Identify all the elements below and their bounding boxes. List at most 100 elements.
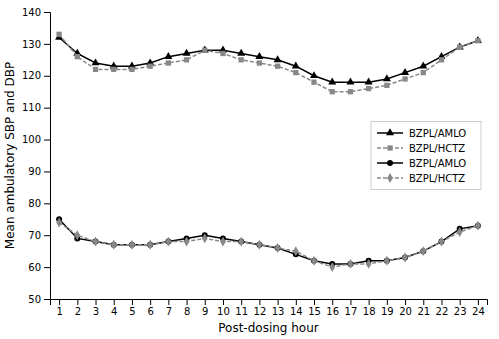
tick-mark — [187, 299, 188, 305]
tick-mark — [441, 299, 442, 305]
point — [346, 78, 354, 85]
tick-label: 11 — [235, 306, 248, 317]
tick: 7 — [166, 299, 172, 317]
tick: 3 — [93, 299, 99, 317]
tick-label: 21 — [417, 306, 430, 317]
tick-mark — [44, 267, 50, 268]
point — [111, 240, 117, 250]
point — [311, 80, 316, 85]
legend-symbol — [387, 145, 392, 150]
tick-mark — [44, 108, 50, 109]
legend: BZPL/AMLO BZPL/HCTZ BZPL/AMLO BZPL/HCTZ — [371, 122, 481, 190]
tick-mark — [296, 299, 297, 305]
point — [457, 227, 463, 237]
point — [328, 78, 336, 85]
tick-mark — [44, 203, 50, 204]
tick: 5 — [129, 299, 135, 317]
tick-label: 8 — [184, 306, 190, 317]
tick-label: 90 — [28, 166, 41, 177]
legend-item: BZPL/HCTZ — [377, 143, 465, 154]
point — [164, 52, 172, 59]
tick-mark — [44, 171, 50, 172]
legend-symbol — [387, 173, 393, 183]
point — [475, 38, 480, 43]
marks — [55, 32, 482, 272]
series-line — [59, 34, 478, 91]
tick-mark — [44, 299, 50, 300]
point — [439, 237, 445, 247]
tick: 12 — [254, 299, 267, 317]
point — [439, 57, 444, 62]
x-axis-title: Post-dosing hour — [218, 321, 319, 335]
axis-line — [44, 13, 51, 300]
point — [419, 62, 427, 69]
point — [274, 55, 282, 62]
point — [93, 237, 99, 247]
legend-label: BZPL/HCTZ — [409, 173, 465, 184]
point — [184, 237, 190, 247]
tick-label: 100 — [22, 134, 41, 145]
point — [329, 262, 335, 272]
tick-mark — [77, 299, 78, 305]
tick-label: 10 — [217, 306, 230, 317]
legend-label: BZPL/AMLO — [409, 128, 466, 139]
tick-label: 16 — [326, 306, 339, 317]
point — [74, 230, 80, 240]
tick-mark — [369, 299, 370, 305]
point — [238, 237, 244, 247]
point — [275, 243, 281, 253]
tick: 17 — [345, 299, 358, 317]
tick: 20 — [399, 299, 412, 317]
tick: 90 — [28, 166, 50, 177]
tick-mark — [259, 299, 260, 305]
tick: 14 — [290, 299, 303, 317]
point — [166, 60, 171, 65]
tick-mark — [405, 299, 406, 305]
point — [311, 256, 317, 266]
point — [166, 237, 172, 247]
tick: 2 — [75, 299, 81, 317]
point — [56, 218, 62, 228]
point — [457, 44, 462, 49]
tick: 19 — [381, 299, 394, 317]
tick-label: 80 — [28, 198, 41, 209]
point — [257, 240, 263, 250]
legend-symbol — [386, 128, 394, 135]
series-line — [59, 38, 478, 83]
tick-label: 9 — [202, 306, 208, 317]
tick-label: 7 — [166, 306, 172, 317]
point — [56, 32, 61, 37]
tick: 23 — [454, 299, 467, 317]
tick: 130 — [22, 39, 50, 50]
tick-mark — [241, 299, 242, 305]
tick-label: 50 — [28, 294, 41, 305]
point — [293, 70, 298, 75]
tick: 70 — [28, 230, 50, 241]
tick-mark — [223, 299, 224, 305]
legend-label: BZPL/AMLO — [409, 158, 466, 169]
point — [255, 52, 263, 59]
tick: 21 — [417, 299, 430, 317]
point — [365, 78, 373, 85]
axis-line — [51, 300, 488, 306]
tick-mark — [314, 299, 315, 305]
tick-mark — [460, 299, 461, 305]
tick-mark — [478, 299, 479, 305]
point — [402, 76, 407, 81]
tick-label: 70 — [28, 230, 41, 241]
point — [310, 71, 318, 78]
point — [202, 233, 208, 243]
legend-item: BZPL/HCTZ — [377, 173, 465, 184]
tick: 8 — [184, 299, 190, 317]
tick: 6 — [147, 299, 153, 317]
x-axis: 123456789101112131415161718192021222324 — [51, 299, 488, 317]
tick-mark — [44, 44, 50, 45]
tick: 16 — [326, 299, 339, 317]
point — [348, 89, 353, 94]
tick-mark — [332, 299, 333, 305]
tick: 4 — [111, 299, 117, 317]
point — [475, 221, 481, 231]
tick: 11 — [235, 299, 248, 317]
tick-label: 14 — [290, 306, 303, 317]
point — [183, 49, 191, 56]
